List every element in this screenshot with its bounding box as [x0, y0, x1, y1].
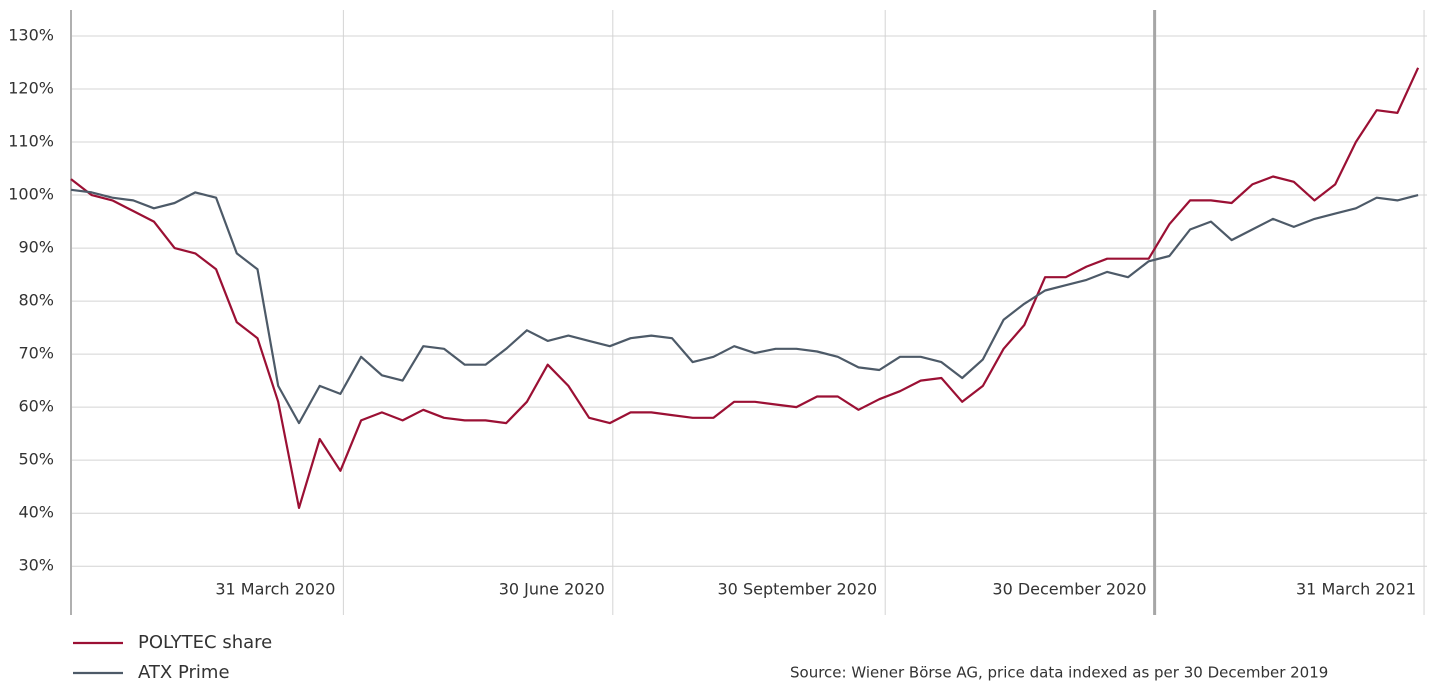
y-tick-label: 90%	[18, 238, 54, 257]
y-tick-label: 80%	[18, 291, 54, 310]
x-tick-label: 30 September 2020	[718, 580, 878, 599]
y-tick-label: 60%	[18, 397, 54, 416]
y-tick-label: 30%	[18, 556, 54, 575]
y-tick-label: 130%	[8, 25, 54, 44]
x-tick-label: 30 June 2020	[499, 580, 605, 599]
series-line	[70, 67, 1420, 509]
legend-label: ATX Prime	[138, 662, 230, 683]
y-tick-label: 120%	[8, 79, 54, 98]
x-tick-label: 31 March 2020	[215, 580, 335, 599]
y-tick-label: 110%	[8, 132, 54, 151]
y-tick-label: 100%	[8, 185, 54, 204]
y-tick-label: 40%	[18, 503, 54, 522]
x-tick-label: 30 December 2020	[992, 580, 1146, 599]
y-tick-label: 50%	[18, 450, 54, 469]
source-note: Source: Wiener Börse AG, price data inde…	[790, 664, 1328, 682]
x-tick-label: 31 March 2021	[1296, 580, 1416, 599]
y-tick-label: 70%	[18, 344, 54, 363]
series-line	[70, 188, 1419, 425]
legend-label: POLYTEC share	[138, 632, 272, 653]
